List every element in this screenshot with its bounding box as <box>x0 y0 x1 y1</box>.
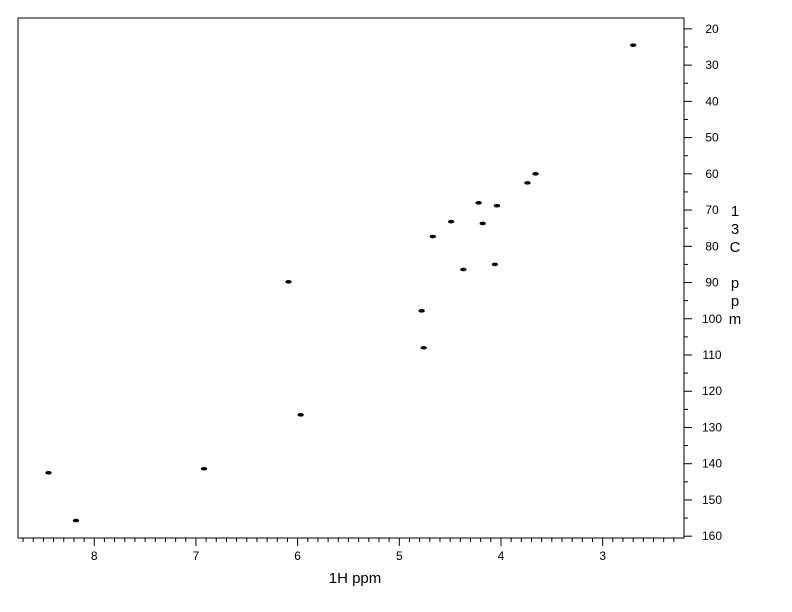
y-tick-label: 130 <box>702 420 722 434</box>
peak-marker <box>285 280 292 284</box>
x-tick-label: 3 <box>599 549 606 563</box>
peak-marker <box>493 203 501 208</box>
peak-marker <box>45 470 52 475</box>
peak-marker <box>475 201 482 205</box>
peak-marker <box>479 221 486 226</box>
y-tick-label: 110 <box>702 348 721 362</box>
y-axis-title-char: 3 <box>731 221 739 238</box>
peak-marker <box>460 267 467 272</box>
peak-marker <box>297 412 304 417</box>
y-tick-label: 160 <box>702 529 722 543</box>
peak-marker <box>200 466 208 471</box>
peak-marker <box>72 518 80 523</box>
y-axis-ticks: 20 30 40 50 60 70 80 90 100 110 120 130 140 150 160 <box>684 22 722 543</box>
y-tick-label: 70 <box>705 203 719 217</box>
y-tick-label: 30 <box>705 58 719 72</box>
y-tick-label: 40 <box>705 94 719 108</box>
plot-frame <box>17 17 685 539</box>
x-axis-title: 1H ppm <box>329 570 382 587</box>
peak-marker <box>418 308 425 313</box>
peak-marker <box>420 345 427 350</box>
x-tick-label: 6 <box>294 549 301 563</box>
y-axis-title-char: p <box>731 275 739 292</box>
x-tick-label: 4 <box>498 549 505 563</box>
peak-marker <box>524 181 531 185</box>
y-axis-title-char: C <box>730 239 741 256</box>
x-tick-label: 7 <box>193 549 200 563</box>
y-tick-label: 80 <box>705 239 719 253</box>
peak-marker <box>532 172 539 176</box>
peak-markers <box>45 43 637 523</box>
y-axis-title-char: p <box>731 293 739 310</box>
peak-marker <box>629 43 637 47</box>
y-axis-title-char: m <box>729 311 742 328</box>
y-tick-label: 20 <box>705 22 719 36</box>
y-tick-label: 50 <box>705 131 719 145</box>
y-tick-label: 60 <box>705 167 719 181</box>
y-tick-label: 150 <box>702 493 722 507</box>
y-tick-label: 100 <box>702 312 722 326</box>
peak-marker <box>491 262 499 267</box>
x-axis-ticks: 8 7 6 5 4 3 <box>22 538 675 563</box>
x-tick-label: 8 <box>91 549 98 563</box>
y-tick-label: 140 <box>702 457 722 471</box>
peak-marker <box>447 219 455 224</box>
peak-marker <box>429 234 437 239</box>
y-tick-label: 120 <box>702 384 722 398</box>
y-axis-title-char: 1 <box>731 203 739 220</box>
y-tick-label: 90 <box>705 276 719 290</box>
x-tick-label: 5 <box>396 549 403 563</box>
